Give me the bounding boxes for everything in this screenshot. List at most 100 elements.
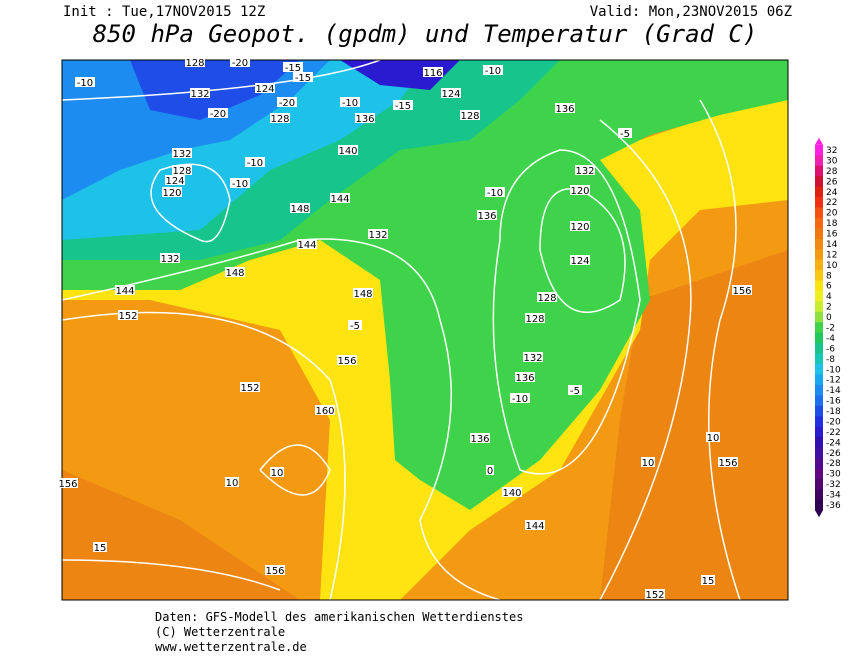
colorbar-swatch [815, 238, 823, 250]
contour-label-box [283, 62, 303, 72]
contour-label-box [641, 457, 655, 467]
colorbar-swatch [815, 374, 823, 386]
contour-label-text: -10 [232, 179, 248, 190]
contour-label-text: 144 [115, 286, 134, 297]
contour-label-box [172, 165, 192, 175]
contour-label-text: 156 [732, 286, 751, 297]
contour-label: -10 [485, 187, 505, 199]
contour-label: 116 [423, 67, 443, 79]
contour-label: 128 [270, 113, 290, 125]
contour-label: 152 [118, 310, 138, 322]
colorbar-swatch [815, 155, 823, 167]
contour-label-box [172, 148, 192, 158]
colorbar-swatch [815, 478, 823, 490]
contour-label-text: -10 [77, 78, 93, 89]
contour-label-text: 136 [555, 104, 574, 115]
colorbar-swatch [815, 186, 823, 198]
contour-label: 132 [368, 229, 388, 241]
colorbar-swatch [815, 196, 823, 208]
contour-label: -15 [283, 62, 303, 74]
contour-label-box [645, 589, 665, 599]
colorbar-label: 20 [826, 209, 838, 219]
contour-label: 136 [470, 433, 490, 445]
colorbar-swatch [815, 395, 823, 407]
colorbar-cap [815, 510, 823, 518]
colorbar-label: 26 [826, 177, 838, 187]
colorbar-label: -6 [826, 344, 835, 354]
contour-label-text: -5 [350, 321, 360, 332]
contour-label: 160 [315, 405, 335, 417]
contour-label: -15 [293, 72, 313, 84]
contour-label-text: -5 [570, 386, 580, 397]
contour-label-box [732, 285, 752, 295]
contour-label-box [393, 100, 413, 110]
colorbar-label: -20 [826, 417, 841, 427]
contour-label: -20 [208, 108, 228, 120]
contour-label-box [315, 405, 335, 415]
contour-label-text: 156 [337, 356, 356, 367]
contour-label-box [555, 103, 575, 113]
colorbar-label: -14 [826, 386, 841, 396]
contour-label-text: 10 [707, 433, 720, 444]
contour-label-box [190, 88, 210, 98]
colorbar-label: -18 [826, 407, 841, 417]
colorbar-label: 14 [826, 240, 838, 250]
contour-label-box [460, 110, 480, 120]
contour-label-text: 132 [368, 230, 387, 241]
colorbar-label: 18 [826, 219, 838, 229]
field-warmer [600, 250, 788, 600]
contour-label: -10 [245, 157, 265, 169]
contour-label: 144 [297, 239, 317, 251]
contour-label-text: 120 [570, 186, 589, 197]
contour-label-box [570, 221, 590, 231]
colorbar-swatch [815, 228, 823, 240]
contour-label-box [570, 185, 590, 195]
contour-label: 156 [337, 355, 357, 367]
contour-label-box [75, 77, 95, 87]
contour-label-box [423, 67, 443, 77]
contour-label: -20 [277, 97, 297, 109]
contour-label-box [348, 320, 362, 330]
contour-label-text: 136 [470, 434, 489, 445]
colorbar-label: 30 [826, 156, 838, 166]
colorbar-label: -22 [826, 428, 841, 438]
footer-url: www.wetterzentrale.de [155, 640, 307, 654]
contour-label-box [477, 210, 497, 220]
contour-label-text: 10 [226, 478, 239, 489]
contour-label-box [230, 57, 250, 67]
contour-label-box [486, 465, 494, 475]
colorbar-swatch [815, 311, 823, 323]
contour-label-box [525, 313, 545, 323]
colorbar-swatch [815, 249, 823, 261]
contour-label: 132 [575, 165, 595, 177]
contour-label-box [293, 72, 313, 82]
contour-label-box [297, 239, 317, 249]
contour-label-box [277, 97, 297, 107]
contour-label: -5 [568, 385, 582, 397]
contour-label-text: -10 [485, 66, 501, 77]
valid-time: Valid: Mon,23NOV2015 06Z [589, 4, 792, 20]
contour-label-text: -10 [247, 158, 263, 169]
contour-label: 120 [162, 187, 182, 199]
colorbar-swatch [815, 280, 823, 292]
contour-label-box [93, 542, 107, 552]
contour-label: 128 [172, 165, 192, 177]
contour-label-box [441, 88, 461, 98]
colorbar-label: -28 [826, 459, 841, 469]
temperature-field [62, 60, 788, 600]
contour-label-text: 132 [190, 89, 209, 100]
contour-label-box [523, 352, 543, 362]
colorbar-label: -32 [826, 480, 841, 490]
contour-label-text: -20 [279, 98, 295, 109]
colorbar-swatch [815, 384, 823, 396]
colorbar-swatch [815, 416, 823, 428]
contour-label-box [338, 145, 358, 155]
footer-copyright: (C) Wetterzentrale [155, 625, 286, 639]
contour-label: 124 [441, 88, 461, 100]
contour-label-text: 136 [515, 373, 534, 384]
contour-label: -10 [75, 77, 95, 89]
contour-label-box [118, 310, 138, 320]
contour-label-box [240, 382, 260, 392]
contour-label-text: 0 [487, 466, 493, 477]
contour-label: 128 [525, 313, 545, 325]
